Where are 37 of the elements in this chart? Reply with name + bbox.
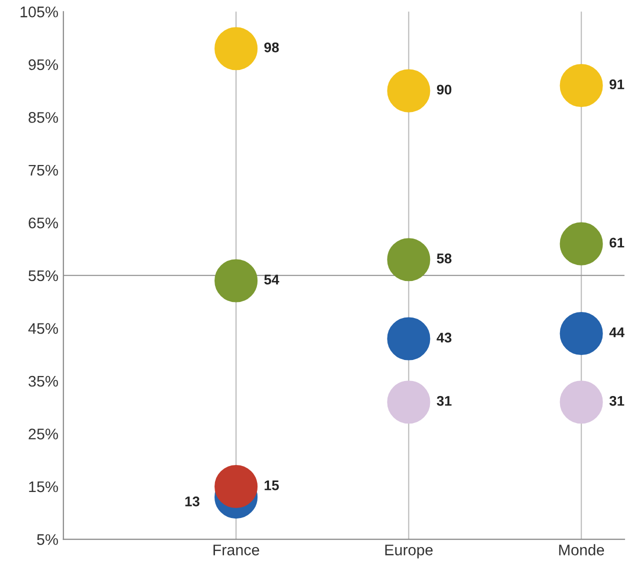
data-label: 91 [610,79,624,90]
point [560,312,603,356]
y-tick-label: 105% [20,6,58,18]
data-label: 13 [185,496,200,506]
point [214,464,258,508]
point [214,27,258,70]
data-label: 61 [610,238,624,248]
point [560,380,603,424]
data-label: 58 [436,254,452,264]
y-tick-label: 5% [37,534,58,545]
y-tick-label: 45% [28,323,58,334]
x-tick-label: Monde [559,544,604,556]
data-label: 31 [609,396,624,406]
point [387,69,430,112]
data-label: 54 [264,274,280,284]
point [387,238,430,282]
y-tick-label: 55% [28,270,58,282]
data-label: 15 [264,480,279,490]
data-label: 43 [436,332,452,343]
y-tick-label: 95% [28,59,58,70]
point [560,222,603,266]
y-tick-label: 65% [28,218,58,228]
point [560,64,603,108]
data-label: 98 [264,42,279,52]
y-tick-label: 75% [28,164,58,176]
data-label: 90 [436,84,452,95]
point [387,317,430,360]
data-label: 31 [436,396,452,406]
y-tick-label: 15% [29,481,58,492]
x-tick-label: Europe [385,544,433,558]
data-label: 44 [609,328,624,338]
y-tick-label: 25% [28,428,58,440]
x-tick-label: France [214,544,260,556]
y-tick-label: 85% [28,112,58,123]
y-tick-label: 35% [28,376,58,387]
point [387,380,430,424]
point [214,259,258,302]
